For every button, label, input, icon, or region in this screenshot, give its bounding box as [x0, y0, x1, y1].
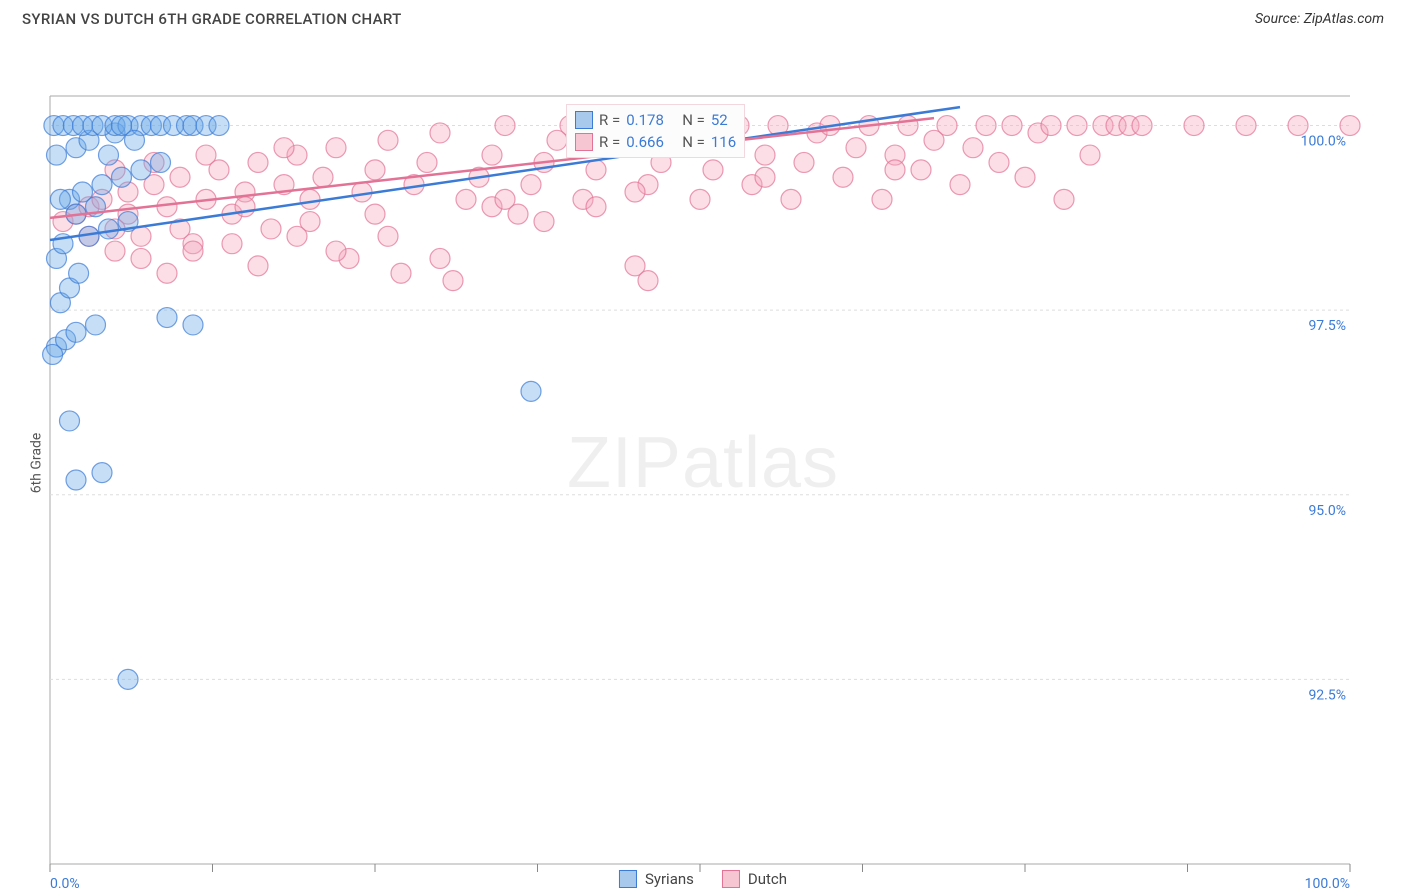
- source-attribution: Source: ZipAtlas.com: [1255, 11, 1384, 27]
- r-value: 0.666: [626, 131, 676, 153]
- legend-swatch: [575, 133, 593, 151]
- x-tick-label: 100.0%: [1305, 876, 1350, 892]
- legend-label: Dutch: [748, 870, 787, 888]
- y-tick-label: 95.0%: [1308, 503, 1346, 519]
- n-label: N =: [682, 131, 705, 153]
- chart-container: 6th Grade ZIPatlas 92.5%95.0%97.5%100.0%…: [0, 34, 1406, 892]
- r-label: R =: [599, 131, 620, 153]
- n-value: 52: [711, 109, 728, 131]
- stats-box: R = 0.178 N = 52 R = 0.666 N = 116: [566, 104, 745, 158]
- r-value: 0.178: [626, 109, 676, 131]
- legend-swatch: [619, 870, 637, 888]
- y-tick-label: 92.5%: [1308, 687, 1346, 703]
- stats-row: R = 0.178 N = 52: [575, 109, 736, 131]
- y-axis-label: 6th Grade: [28, 433, 44, 494]
- r-label: R =: [599, 109, 620, 131]
- legend-swatch: [575, 111, 593, 129]
- scatter-plot: 92.5% 95.0% 97.5% 100.0% 0.0% 100.0%: [0, 34, 1406, 892]
- stats-row: R = 0.666 N = 116: [575, 131, 736, 153]
- legend-swatch: [722, 870, 740, 888]
- chart-title: SYRIAN VS DUTCH 6TH GRADE CORRELATION CH…: [22, 10, 402, 28]
- legend-label: Syrians: [645, 870, 694, 888]
- n-label: N =: [682, 109, 705, 131]
- y-tick-label: 100.0%: [1301, 134, 1346, 150]
- legend: Syrians Dutch: [619, 870, 787, 888]
- x-tick-label: 0.0%: [50, 876, 80, 892]
- legend-item: Dutch: [722, 870, 787, 888]
- legend-item: Syrians: [619, 870, 694, 888]
- y-tick-label: 97.5%: [1308, 318, 1346, 334]
- n-value: 116: [711, 131, 736, 153]
